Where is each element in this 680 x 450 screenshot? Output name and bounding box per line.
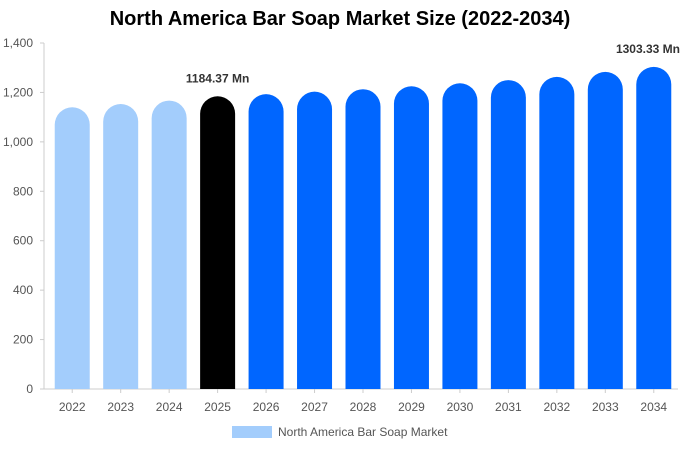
legend-swatch <box>232 426 272 438</box>
x-tick-label-2028: 2028 <box>350 400 377 414</box>
data-label-2034: 1303.33 Mn <box>616 42 680 56</box>
x-tick-label-2030: 2030 <box>447 400 474 414</box>
bar-2025 <box>200 96 236 389</box>
x-tick-label-2026: 2026 <box>253 400 280 414</box>
y-tick-label: 400 <box>13 283 33 297</box>
y-tick-label: 600 <box>13 234 33 248</box>
y-tick-label: 1,000 <box>3 135 33 149</box>
x-tick-label-2029: 2029 <box>398 400 425 414</box>
y-tick-label: 1,200 <box>3 85 33 99</box>
x-tick-label-2031: 2031 <box>495 400 522 414</box>
x-tick-label-2022: 2022 <box>59 400 86 414</box>
bar-2032 <box>539 76 575 389</box>
y-tick-label: 0 <box>26 382 33 396</box>
bar-2026 <box>248 94 284 389</box>
x-tick-label-2032: 2032 <box>543 400 570 414</box>
legend[interactable]: North America Bar Soap Market <box>232 425 447 439</box>
bar-2033 <box>587 71 623 390</box>
chart-title: North America Bar Soap Market Size (2022… <box>109 8 571 30</box>
x-tick-label-2023: 2023 <box>107 400 134 414</box>
bar-2028 <box>345 89 381 390</box>
bar-2024 <box>151 100 187 389</box>
legend-label: North America Bar Soap Market <box>278 425 448 439</box>
x-tick-label-2033: 2033 <box>592 400 619 414</box>
bar-2022 <box>54 107 90 389</box>
bar-2034 <box>636 66 672 390</box>
bar-2029 <box>393 86 429 389</box>
y-tick-label: 1,400 <box>3 36 33 50</box>
bar-2031 <box>490 80 526 389</box>
bar-2027 <box>297 91 333 390</box>
x-tick-label-2025: 2025 <box>204 400 231 414</box>
x-tick-label-2027: 2027 <box>301 400 328 414</box>
x-tick-label-2034: 2034 <box>640 400 667 414</box>
bar-2023 <box>103 104 139 390</box>
bar-2030 <box>442 83 478 389</box>
y-tick-label: 800 <box>13 184 33 198</box>
x-tick-label-2024: 2024 <box>156 400 183 414</box>
y-tick-label: 200 <box>13 333 33 347</box>
data-label-2025: 1184.37 Mn <box>186 71 249 85</box>
